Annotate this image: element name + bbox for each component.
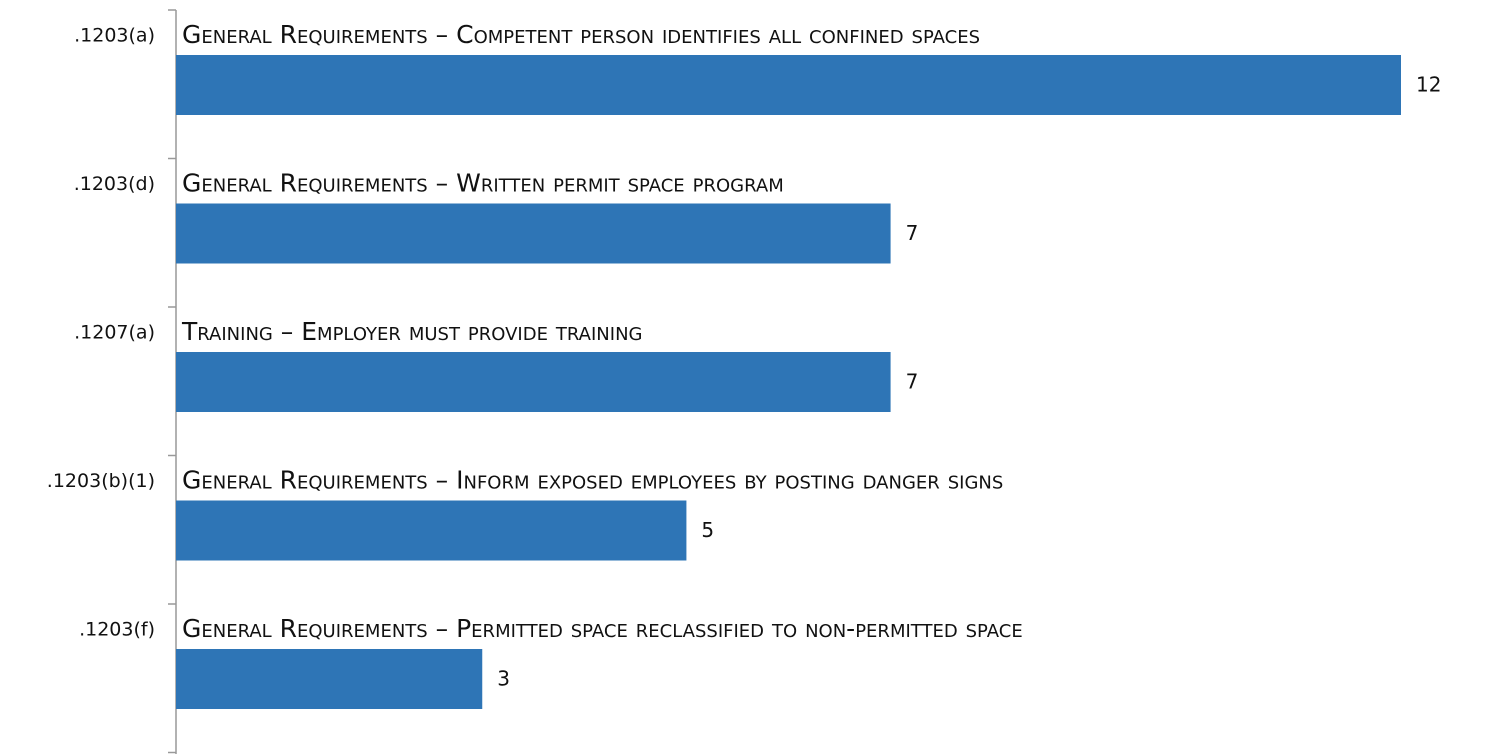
bar-description: General Requirements – Written permit sp… — [182, 169, 784, 198]
bar-description: General Requirements – Permitted space r… — [182, 614, 1023, 643]
category-label: .1203(a) — [74, 25, 155, 47]
category-label: .1207(a) — [74, 322, 155, 344]
bar-description: General Requirements – Competent person … — [182, 20, 980, 49]
value-label: 7 — [906, 370, 919, 394]
value-label: 3 — [497, 667, 510, 691]
value-label: 5 — [701, 518, 714, 542]
bar — [176, 500, 687, 561]
bar-description: Training – Employer must provide trainin… — [181, 317, 643, 346]
category-label: .1203(b)(1) — [47, 470, 155, 492]
value-label: 7 — [906, 221, 919, 245]
category-label: .1203(d) — [74, 173, 155, 195]
bar — [176, 55, 1401, 115]
bar — [176, 203, 891, 264]
category-label: .1203(f) — [79, 619, 155, 641]
bar — [176, 649, 483, 709]
value-label: 12 — [1416, 73, 1441, 97]
bar — [176, 352, 891, 412]
bar-description: General Requirements – Inform exposed em… — [182, 466, 1003, 495]
